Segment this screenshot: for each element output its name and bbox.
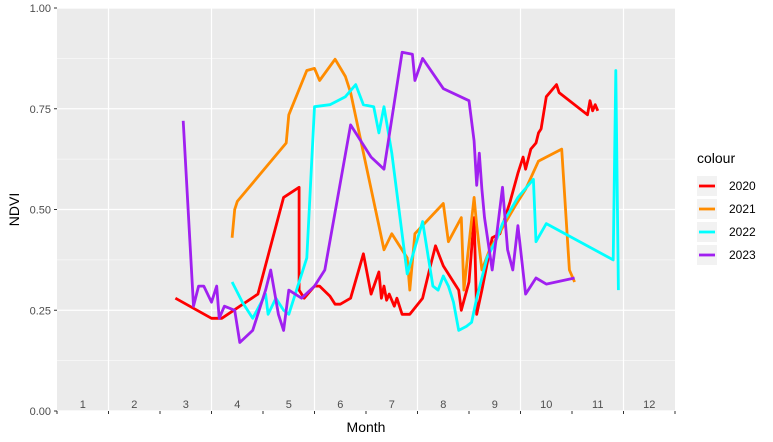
legend-label: 2023 [729,248,756,262]
series-lines [174,50,620,344]
major-gridlines [57,7,675,412]
y-axis: 0.00 0.25 0.50 0.75 1.00 [30,3,57,418]
month-label: 8 [440,399,446,411]
legend-label: 2020 [729,179,756,193]
y-axis-title: NDVI [6,193,22,226]
legend-label: 2021 [729,202,756,216]
series-line-2023 [181,50,575,344]
month-label: 4 [234,399,240,411]
month-labels: 1 2 3 4 5 6 7 8 9 10 11 12 [80,399,656,411]
y-tick-label: 0.50 [30,205,51,217]
month-label: 1 [80,399,86,411]
y-tick-label: 0.00 [30,406,51,418]
series-line-2020 [174,83,600,320]
series-line-2021 [230,57,576,292]
legend-label: 2022 [729,225,756,239]
month-label: 12 [643,399,655,411]
x-axis [56,411,676,414]
legend-title: colour [697,150,735,166]
month-label: 9 [492,399,498,411]
month-label: 3 [183,399,189,411]
month-label: 5 [286,399,292,411]
month-label: 7 [389,399,395,411]
month-label: 6 [337,399,343,411]
month-label: 11 [592,399,603,411]
month-label: 2 [131,399,137,411]
y-tick-label: 0.75 [30,104,51,116]
x-axis-title: Month [347,419,386,435]
month-label: 10 [540,399,552,411]
y-tick-label: 1.00 [30,3,51,15]
y-tick-label: 0.25 [30,305,51,317]
legend: colour 2020 2021 2022 2023 [697,150,756,265]
